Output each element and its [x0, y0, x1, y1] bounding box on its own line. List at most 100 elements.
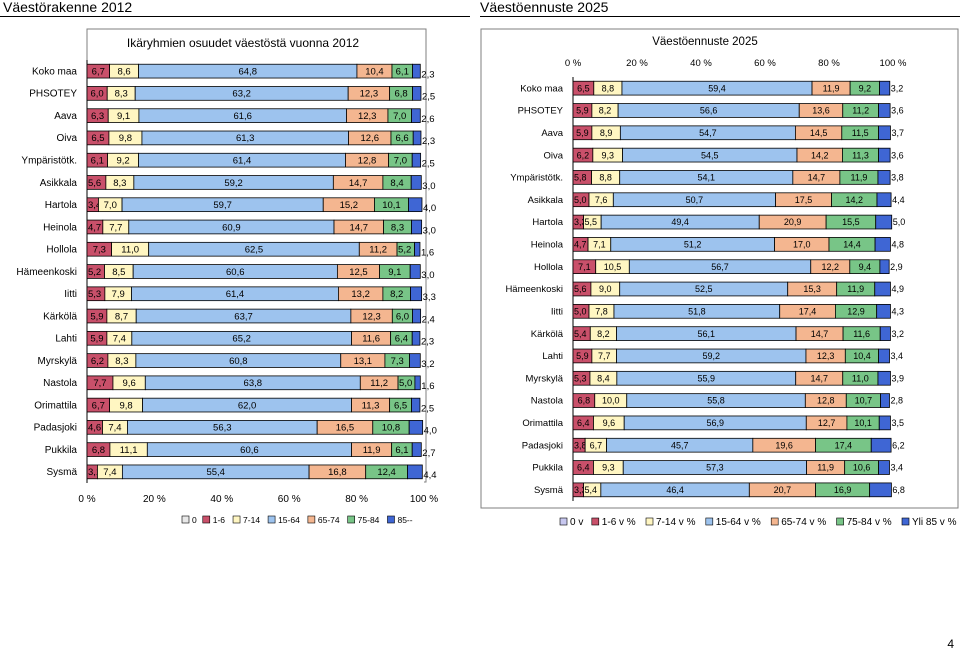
data-label: 11,2	[852, 106, 869, 116]
bar-segment	[410, 175, 422, 190]
category-label: Sysmä	[534, 485, 564, 496]
data-label: 9,1	[388, 267, 401, 278]
data-label: 6,8	[892, 485, 905, 495]
data-label: 60,8	[229, 356, 248, 367]
category-label: Hämeenkoski	[16, 267, 77, 278]
category-label: Hämeenkoski	[505, 284, 563, 295]
bar-segment	[879, 326, 891, 341]
data-label: 8,2	[597, 329, 610, 339]
bar-segment	[879, 259, 890, 275]
data-label: 5,6	[574, 284, 587, 294]
data-label: 64,8	[238, 66, 257, 77]
data-label: 2,5	[422, 159, 435, 170]
data-label: 7,4	[108, 423, 121, 434]
category-label: Hollola	[46, 245, 77, 256]
data-label: 60,6	[226, 267, 245, 278]
legend-label: 75-84	[358, 515, 380, 525]
category-label: Heinola	[531, 240, 564, 251]
x-tick-label: 100 %	[880, 58, 907, 69]
data-label: 3,9	[891, 373, 904, 383]
data-label: 5,9	[576, 128, 589, 138]
bar-segment	[411, 330, 421, 346]
bar-segment	[408, 197, 423, 213]
data-label: 3,1	[88, 467, 101, 478]
data-label: 10,0	[602, 396, 620, 406]
data-label: 60,6	[240, 445, 259, 456]
data-label: 7,7	[109, 222, 122, 233]
legend-swatch	[591, 517, 600, 526]
data-label: 3,0	[422, 181, 435, 192]
data-label: 8,6	[117, 66, 130, 77]
data-label: 50,7	[686, 195, 704, 205]
legend-label: 85--	[397, 515, 412, 525]
data-label: 9,1	[117, 111, 130, 122]
data-label: 56,1	[698, 329, 716, 339]
data-label: 10,6	[853, 463, 871, 473]
data-label: 51,2	[684, 240, 702, 250]
category-label: Oiva	[56, 133, 77, 144]
data-label: 61,4	[226, 289, 245, 300]
data-label: 8,5	[112, 267, 125, 278]
data-label: 9,8	[119, 400, 132, 411]
data-label: 7,9	[112, 289, 125, 300]
data-label: 59,2	[702, 351, 720, 361]
data-label: 16,9	[834, 485, 852, 495]
bar-segment	[875, 214, 893, 230]
data-label: 4,3	[891, 306, 904, 316]
data-label: 3,7	[891, 128, 904, 138]
data-label: 59,4	[708, 83, 726, 93]
data-label: 14,7	[808, 173, 826, 183]
data-label: 3,5	[891, 418, 904, 428]
data-label: 6,2	[91, 356, 104, 367]
data-label: 15,3	[803, 284, 821, 294]
data-label: 8,3	[113, 178, 126, 189]
data-label: 3,4	[890, 351, 903, 361]
legend-label: Yli 85 v %	[912, 517, 957, 528]
data-label: 11,2	[370, 378, 388, 389]
data-label: 63,8	[244, 378, 263, 389]
data-label: 7,7	[93, 378, 106, 389]
data-label: 6,8	[92, 445, 105, 456]
data-label: 5,6	[88, 178, 101, 189]
data-label: 3,0	[423, 225, 436, 236]
data-label: 8,8	[599, 173, 612, 183]
data-label: 9,3	[601, 150, 614, 160]
category-label: Hollola	[534, 262, 564, 273]
legend-label: 1-6 v %	[602, 517, 636, 528]
data-label: 1,6	[421, 248, 434, 259]
data-label: 8,3	[115, 89, 128, 100]
category-label: Kärkölä	[531, 329, 564, 340]
legend-label: 65-74 v %	[781, 517, 826, 528]
bar-segment	[409, 353, 421, 368]
data-label: 5,2	[88, 267, 101, 278]
category-label: Orimattila	[522, 418, 563, 429]
bar-segment	[874, 237, 891, 252]
data-label: 20,9	[784, 217, 802, 227]
data-label: 11,5	[852, 128, 869, 138]
bar-segment	[878, 147, 891, 163]
data-label: 56,3	[213, 423, 232, 434]
legend-label: 7-14 v %	[656, 517, 696, 528]
bar-segment	[408, 420, 424, 435]
data-label: 7,1	[578, 262, 591, 272]
data-label: 59,7	[213, 200, 232, 211]
data-label: 10,7	[855, 396, 873, 406]
bar-segment	[412, 308, 422, 324]
category-label: Ympäristötk.	[510, 173, 563, 184]
legend-label: 15-64 v %	[716, 517, 761, 528]
data-label: 55,9	[698, 373, 716, 383]
chart-title: Väestöennuste 2025	[652, 36, 758, 48]
legend-label: 75-84 v %	[847, 517, 892, 528]
data-label: 12,7	[818, 418, 836, 428]
data-label: 62,5	[245, 245, 264, 256]
right-title-rule	[480, 16, 960, 17]
data-label: 11,1	[120, 445, 138, 456]
data-label: 8,7	[115, 311, 128, 322]
data-label: 2,5	[421, 403, 434, 414]
data-label: 9,0	[599, 284, 612, 294]
data-label: 14,7	[811, 329, 829, 339]
bar-segment	[407, 464, 423, 480]
chart-2025: Väestöennuste 2025 0 % 20 % 40 % 60 % 80 % 100…	[480, 28, 959, 528]
category-label: Lahti	[55, 334, 77, 345]
data-label: 7,0	[104, 200, 117, 211]
